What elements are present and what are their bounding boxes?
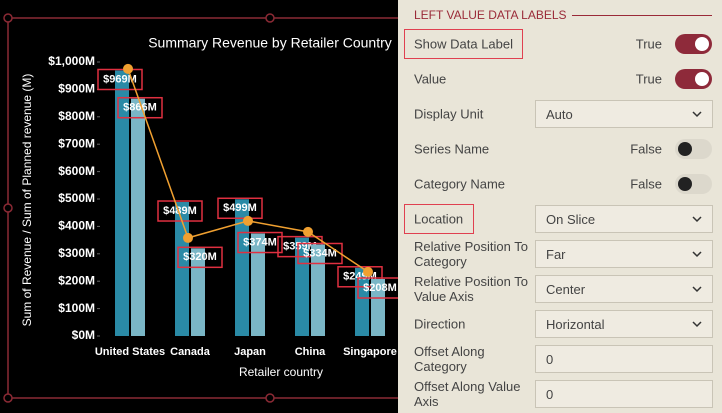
data-label: $499M [223, 202, 257, 214]
setting-label: Relative Position To Value Axis [414, 274, 528, 304]
line-point [243, 215, 253, 226]
data-label-box [157, 200, 203, 222]
settings-panel: LEFT VALUE DATA LABELS Show Data Label Tr… [398, 0, 722, 413]
selection-frame [7, 17, 398, 399]
data-label-box [357, 277, 398, 299]
toggle-knob [695, 37, 709, 51]
bar [251, 233, 265, 336]
toggle-knob [695, 72, 709, 86]
line-point [303, 226, 313, 237]
setting-value: True [635, 36, 662, 52]
dropdown[interactable]: Horizontal [535, 310, 713, 338]
chart: Summary Revenue by Retailer Country Sum … [3, 13, 398, 403]
data-label-box [297, 242, 343, 265]
x-tick-label: China [295, 346, 326, 358]
setting-value: Far [546, 247, 566, 262]
highlight-box [404, 29, 523, 59]
x-tick-label: Singapore [343, 346, 397, 358]
highlight-box [404, 204, 474, 234]
line-point [183, 232, 193, 243]
data-label: $320M [183, 251, 217, 263]
setting-value: 0 [546, 352, 554, 367]
setting-label: Series Name [414, 141, 490, 157]
setting-value: False [630, 176, 662, 192]
bar [191, 248, 205, 336]
y-tick-label: $100M [58, 301, 95, 315]
chevron [692, 286, 702, 293]
setting-label: Relative Position To Category [414, 239, 528, 269]
toggle[interactable] [675, 34, 712, 54]
setting-value: 0 [546, 387, 554, 402]
y-tick-label: $200M [58, 273, 95, 287]
resize-handles[interactable] [3, 13, 275, 403]
data-label-box [237, 231, 283, 254]
setting-label: Value [414, 71, 447, 87]
data-label: $374M [243, 236, 277, 248]
data-label-box [217, 197, 263, 220]
setting-label: Display Unit [414, 106, 484, 122]
bar [311, 244, 325, 336]
chevron [692, 216, 702, 223]
chevron [692, 251, 702, 258]
toggle-knob [678, 142, 692, 156]
toggle[interactable] [675, 69, 712, 89]
data-label: $334M [303, 247, 337, 259]
dropdown[interactable]: Center [535, 275, 713, 303]
x-tick-label: United States [95, 346, 165, 358]
section-title: LEFT VALUE DATA LABELS [414, 8, 567, 22]
toggle-knob [678, 177, 692, 191]
x-axis-label: Retailer country [239, 365, 323, 379]
bar [115, 70, 129, 336]
data-label-box [177, 246, 223, 269]
setting-label: Offset Along Category [414, 344, 485, 374]
y-tick-label: $900M [58, 82, 95, 96]
dropdown[interactable]: On Slice [535, 205, 713, 233]
chevron [692, 321, 702, 328]
chart-title: Summary Revenue by Retailer Country [148, 35, 392, 51]
y-tick-label: $700M [58, 136, 95, 150]
y-tick-label: $0M [72, 328, 95, 342]
setting-value: Auto [546, 107, 573, 122]
bar [131, 98, 145, 336]
setting-label: Offset Along Value Axis [414, 379, 521, 409]
setting-value: On Slice [546, 212, 596, 227]
section-rule [572, 15, 712, 16]
setting-label: Location [414, 211, 464, 227]
y-tick-label: $1,000M [48, 54, 95, 68]
bar [371, 279, 385, 336]
input[interactable]: 0 [535, 380, 713, 408]
line-point [123, 63, 133, 74]
data-label: $208M [363, 282, 397, 294]
setting-label: Show Data Label [414, 36, 514, 52]
x-tick-label: Canada [170, 346, 211, 358]
dropdown[interactable]: Auto [535, 100, 713, 128]
data-label-box [117, 96, 163, 119]
setting-value: False [630, 141, 662, 157]
y-tick-label: $600M [58, 164, 95, 178]
y-axis-label: Sum of Revenue / Sum of Planned revenue … [20, 74, 34, 327]
y-tick-label: $800M [58, 109, 95, 123]
y-tick-label: $500M [58, 191, 95, 205]
setting-value: True [635, 71, 662, 87]
setting-value: Horizontal [546, 317, 605, 332]
dropdown[interactable]: Far [535, 240, 713, 268]
setting-value: Center [546, 282, 586, 297]
setting-label: Direction [414, 316, 466, 332]
toggle[interactable] [675, 139, 712, 159]
input[interactable]: 0 [535, 345, 713, 373]
line-point [363, 266, 373, 277]
data-label: $969M [103, 73, 137, 85]
y-tick-label: $300M [58, 246, 95, 260]
data-label: $489M [163, 205, 197, 217]
toggle[interactable] [675, 174, 712, 194]
setting-label: Category Name [414, 176, 506, 192]
chevron [692, 111, 702, 118]
data-label: $866M [123, 102, 157, 114]
x-tick-label: Japan [234, 346, 266, 358]
data-label-box [97, 68, 143, 91]
y-tick-label: $400M [58, 219, 95, 233]
